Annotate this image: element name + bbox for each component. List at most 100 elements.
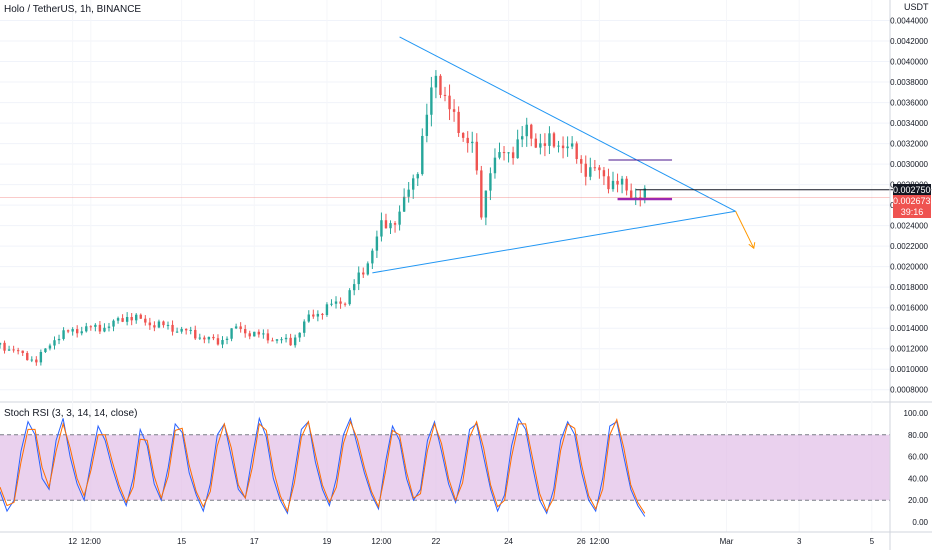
triangle-lower-trendline xyxy=(372,210,736,274)
candle-body xyxy=(570,143,574,147)
candle-body xyxy=(375,236,379,251)
candle-body xyxy=(116,318,120,321)
candle-body xyxy=(85,326,88,332)
candle-body xyxy=(275,339,279,341)
candle-body xyxy=(343,303,347,305)
candle-body xyxy=(452,109,456,112)
candle-body xyxy=(457,111,460,133)
candle-body xyxy=(366,263,370,275)
candle-body xyxy=(234,326,238,329)
candle-body xyxy=(293,337,297,346)
projection-arrow xyxy=(735,211,755,249)
x-tick-label: 15 xyxy=(177,537,186,546)
candle-body xyxy=(534,138,538,148)
candle-body xyxy=(625,178,628,191)
stoch-rsi-line-d xyxy=(0,417,646,514)
candle-body xyxy=(620,178,624,185)
candle-body xyxy=(602,170,606,177)
candle-body xyxy=(407,189,410,197)
candle-body xyxy=(475,141,478,171)
y-tick-label: 0.0014000 xyxy=(890,324,928,333)
candle-body xyxy=(421,135,424,175)
drawing-tools xyxy=(0,36,932,274)
candle-body xyxy=(493,157,497,174)
time-axis: 12 12:00 15 17 19 12:00 22 24 26 12:00 Mar 3 5 xyxy=(0,531,932,546)
candle-body xyxy=(148,322,152,326)
candle-body xyxy=(484,190,488,218)
candle-body xyxy=(175,331,179,333)
candle-body xyxy=(530,124,533,139)
candle-body xyxy=(266,333,270,341)
candle-body xyxy=(280,339,283,341)
candle-body xyxy=(371,250,374,264)
candle-body xyxy=(611,180,615,190)
candle-body xyxy=(593,167,597,169)
candle-body xyxy=(121,318,124,322)
candle-body xyxy=(443,94,447,96)
candle-body xyxy=(393,223,397,225)
rsi-tick-label: 100.00 xyxy=(904,409,929,418)
candle-body xyxy=(303,321,306,333)
candle-body xyxy=(575,143,578,160)
candle-body xyxy=(548,133,551,146)
candle-body xyxy=(271,340,274,342)
candle-body xyxy=(21,350,24,354)
candle-body xyxy=(80,331,83,334)
y-tick-label: 0.0018000 xyxy=(890,283,928,292)
stoch-rsi-line-k xyxy=(0,416,646,517)
currency-label: USDT xyxy=(904,2,929,12)
candle-body xyxy=(502,152,506,154)
candle-body xyxy=(629,190,633,199)
rsi-tick-label: 80.00 xyxy=(908,431,929,440)
candle-body xyxy=(439,75,442,95)
candle-body xyxy=(30,359,33,361)
y-tick-label: 0.0022000 xyxy=(890,242,928,251)
rsi-tick-label: 40.00 xyxy=(908,474,929,483)
candle-body xyxy=(284,337,288,340)
candle-body xyxy=(557,145,560,147)
candle-body xyxy=(325,304,329,315)
candle-body xyxy=(216,338,220,345)
candle-body xyxy=(75,329,79,334)
candle-body xyxy=(402,196,406,212)
candle-body xyxy=(362,272,365,275)
candle-body xyxy=(35,359,38,363)
x-tick-label: 5 xyxy=(870,537,875,546)
candle-body xyxy=(539,143,542,148)
candle-body xyxy=(66,330,70,332)
rsi-tick-label: 0.00 xyxy=(912,518,928,527)
stoch-rsi-pane: 100.00 80.00 60.00 40.00 20.00 0.00 xyxy=(0,409,929,527)
candle-body xyxy=(171,324,174,332)
candle-body xyxy=(166,324,170,326)
x-tick-label: 12 xyxy=(68,537,77,546)
projection-arrowhead xyxy=(748,242,756,250)
candle-body xyxy=(348,290,351,305)
candle-body xyxy=(184,328,188,331)
x-tick-label: 22 xyxy=(431,537,440,546)
candle-body xyxy=(511,152,515,159)
candle-body xyxy=(153,325,156,328)
candle-body xyxy=(194,329,197,339)
candle-body xyxy=(139,314,142,319)
y-tick-label: 0.0012000 xyxy=(890,345,928,354)
candle-body xyxy=(26,353,29,361)
candle-body xyxy=(212,336,215,339)
candle-body xyxy=(543,143,547,146)
candle-body xyxy=(412,178,415,190)
x-tick-label: 26 xyxy=(577,537,586,546)
candle-body xyxy=(221,339,224,345)
candle-body xyxy=(98,324,102,332)
candle-body xyxy=(321,313,324,315)
candle-body xyxy=(257,331,261,335)
candle-body xyxy=(516,139,519,159)
candle-body xyxy=(312,314,315,317)
candle-body xyxy=(57,338,61,341)
indicator-label[interactable]: Stoch RSI (3, 3, 14, 14, close) xyxy=(4,408,138,419)
candle-body xyxy=(144,318,147,323)
candle-body xyxy=(71,329,74,332)
candle-body xyxy=(103,327,106,332)
candle-body xyxy=(198,337,201,339)
candle-body xyxy=(112,320,115,327)
candle-body xyxy=(380,220,383,237)
